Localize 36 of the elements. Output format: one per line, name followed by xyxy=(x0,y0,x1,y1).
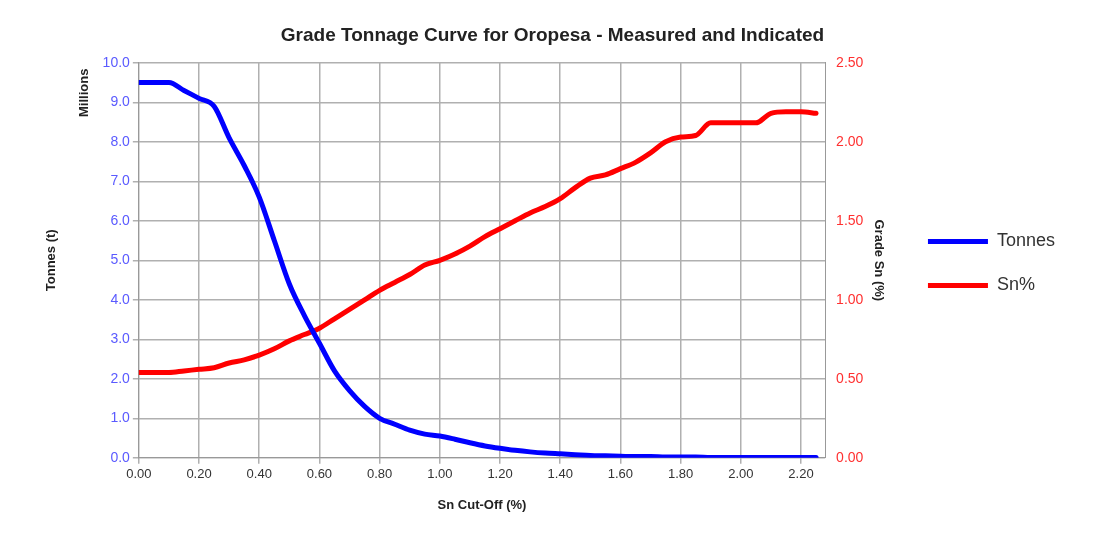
y-tick-label: 6.0 xyxy=(110,211,131,228)
x-tick-label: 2.00 xyxy=(728,466,754,482)
y-tick-label: 8.0 xyxy=(110,132,131,149)
y-tick-label: 5.0 xyxy=(110,251,131,268)
x-tick-label: 1.60 xyxy=(607,466,634,482)
y-axis-title: Tonnes (t) xyxy=(43,229,59,292)
x-axis-title: Sn Cut-Off (%) xyxy=(437,496,527,512)
text: Millions xyxy=(76,68,92,117)
x-tick-label: 1.40 xyxy=(547,466,573,482)
chart-title: Grade Tonnage Curve for Oropesa - Measured and Indicated xyxy=(280,23,825,45)
x-tick-label: 0.60 xyxy=(306,466,333,482)
x-tick-label: 0.80 xyxy=(366,466,393,482)
y-tick-label: 4.0 xyxy=(110,290,131,307)
x-tick-label: 1.80 xyxy=(667,466,694,482)
legend-label: Sn% xyxy=(996,274,1035,295)
x-tick-label: 1.20 xyxy=(487,466,513,482)
x-tick-label: 0.40 xyxy=(246,466,272,482)
y2-axis-title: Grade Sn (%) xyxy=(871,219,887,302)
x-tick-label: 0.00 xyxy=(126,466,152,482)
x-tick-label: 1.00 xyxy=(427,466,453,482)
y-tick-label: 0.0 xyxy=(110,448,131,465)
y2-tick-label: 2.00 xyxy=(836,132,864,149)
y-tick-label: 7.0 xyxy=(110,172,131,189)
y2-tick-label: 0.00 xyxy=(836,448,864,465)
y-tick-label: 9.0 xyxy=(110,93,131,110)
y2-tick-label: 0.50 xyxy=(836,369,864,386)
y2-tick-label: 1.50 xyxy=(836,211,864,228)
y2-tick-label: 2.50 xyxy=(836,53,864,70)
y-tick-label: 10.0 xyxy=(102,53,131,70)
x-tick-label: 0.20 xyxy=(186,466,212,482)
y-tick-label: 2.0 xyxy=(110,369,131,386)
x-tick-label: 2.20 xyxy=(788,466,814,482)
y-tick-label: 1.0 xyxy=(110,409,131,426)
y-tick-label: 3.0 xyxy=(110,330,131,347)
y2-tick-label: 1.00 xyxy=(836,290,864,307)
legend-label: Tonnes xyxy=(996,230,1055,251)
